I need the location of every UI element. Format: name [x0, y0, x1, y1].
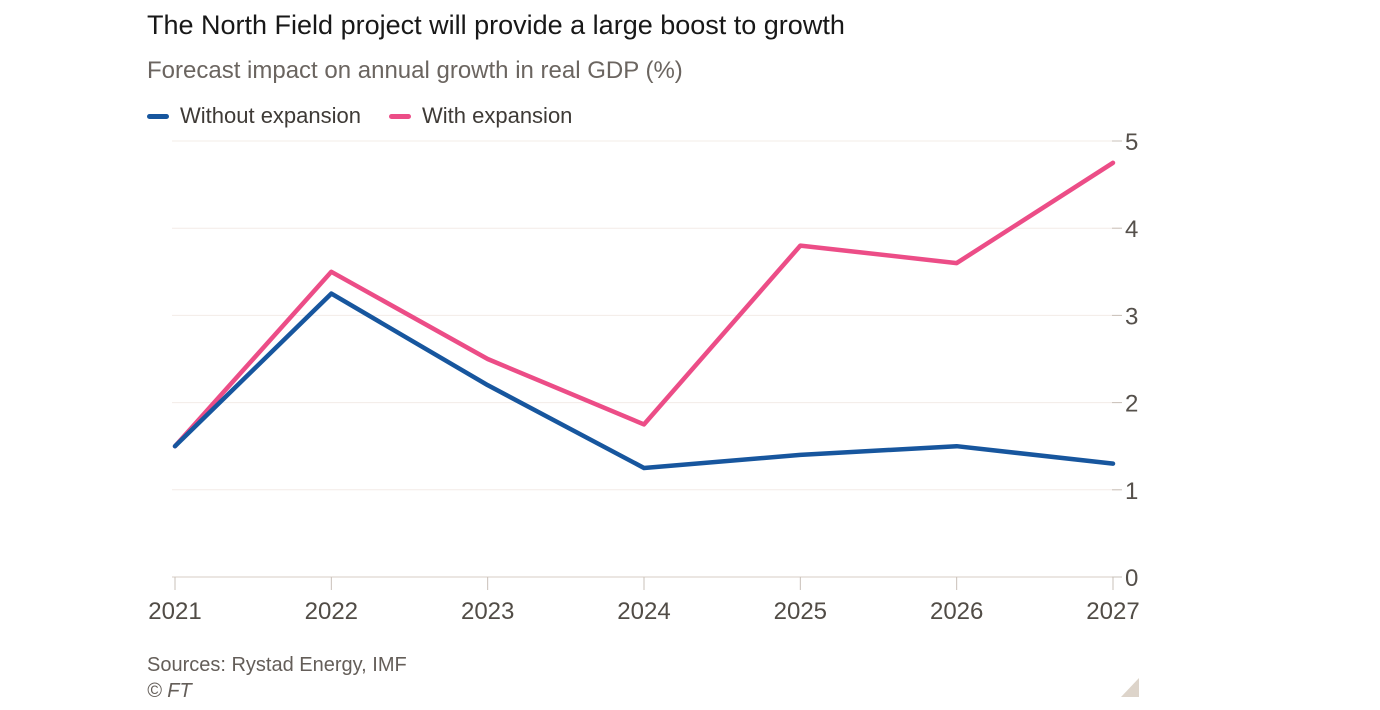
- legend-swatch-with-expansion-icon: [389, 113, 411, 119]
- x-axis-label: 2026: [930, 598, 983, 625]
- x-axis-label: 2027: [1086, 598, 1139, 625]
- y-axis-label: 1: [1125, 478, 1138, 505]
- legend-item-with-expansion: With expansion: [389, 103, 572, 129]
- legend-label-with-expansion: With expansion: [422, 103, 573, 128]
- y-axis-label: 2: [1125, 391, 1138, 418]
- legend-item-without-expansion: Without expansion: [147, 103, 361, 129]
- chart-subtitle: Forecast impact on annual growth in real…: [147, 57, 683, 84]
- ft-copyright: © FT: [147, 680, 192, 702]
- x-axis-label: 2023: [461, 598, 514, 625]
- series-line-without-expansion: [172, 291, 1116, 471]
- resize-handle-icon[interactable]: [1121, 678, 1139, 697]
- legend-swatch-without-expansion-icon: [147, 113, 169, 119]
- x-axis-label: 2025: [774, 598, 827, 625]
- y-axis-label: 4: [1125, 216, 1138, 243]
- y-axis-label: 0: [1125, 565, 1138, 592]
- series-line-with-expansion: [172, 160, 1116, 449]
- x-axis-label: 2021: [148, 598, 201, 625]
- y-axis-label: 5: [1125, 129, 1138, 156]
- y-axis-label: 3: [1125, 303, 1138, 330]
- legend: Without expansion With expansion: [147, 103, 572, 129]
- x-axis-label: 2024: [617, 598, 670, 625]
- sources-note: Sources: Rystad Energy, IMF: [147, 654, 407, 676]
- x-axis-label: 2022: [305, 598, 358, 625]
- legend-label-without-expansion: Without expansion: [180, 103, 361, 128]
- chart-title: The North Field project will provide a l…: [147, 10, 845, 40]
